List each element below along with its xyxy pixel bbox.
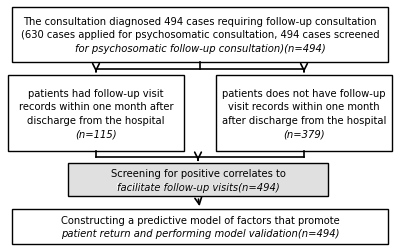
- Text: after discharge from the hospital: after discharge from the hospital: [222, 115, 386, 125]
- Text: discharge from the hospital: discharge from the hospital: [27, 115, 165, 125]
- Text: patients had follow-up visit: patients had follow-up visit: [28, 88, 164, 98]
- Text: (630 cases applied for psychosomatic consultation, 494 cases screened: (630 cases applied for psychosomatic con…: [21, 30, 379, 40]
- FancyBboxPatch shape: [68, 164, 328, 197]
- Text: Constructing a predictive model of factors that promote: Constructing a predictive model of facto…: [61, 215, 339, 225]
- FancyBboxPatch shape: [216, 76, 392, 151]
- Text: The consultation diagnosed 494 cases requiring follow-up consultation: The consultation diagnosed 494 cases req…: [23, 17, 377, 27]
- FancyBboxPatch shape: [12, 209, 388, 244]
- Text: patients does not have follow-up: patients does not have follow-up: [222, 88, 386, 98]
- Text: visit records within one month: visit records within one month: [228, 102, 380, 112]
- Text: Screening for positive correlates to: Screening for positive correlates to: [110, 169, 286, 178]
- Text: patient return and performing model validation(n=494): patient return and performing model vali…: [61, 229, 339, 238]
- Text: facilitate follow-up visits(n=494): facilitate follow-up visits(n=494): [117, 182, 279, 192]
- Text: for psychosomatic follow-up consultation)(n=494): for psychosomatic follow-up consultation…: [75, 44, 325, 54]
- Text: for psychosomatic follow-up consultation)(n=494): for psychosomatic follow-up consultation…: [75, 44, 325, 54]
- FancyBboxPatch shape: [8, 76, 184, 151]
- Text: (n=379): (n=379): [283, 129, 325, 139]
- FancyBboxPatch shape: [12, 8, 388, 63]
- Text: (n=115): (n=115): [75, 129, 117, 139]
- Text: (n=379): (n=379): [283, 129, 325, 139]
- Text: facilitate follow-up visits(n=494): facilitate follow-up visits(n=494): [116, 182, 280, 192]
- Text: patient return and performing model validation(n=494): patient return and performing model vali…: [61, 229, 339, 238]
- Text: (n=115): (n=115): [75, 129, 117, 139]
- Text: records within one month after: records within one month after: [19, 102, 173, 112]
